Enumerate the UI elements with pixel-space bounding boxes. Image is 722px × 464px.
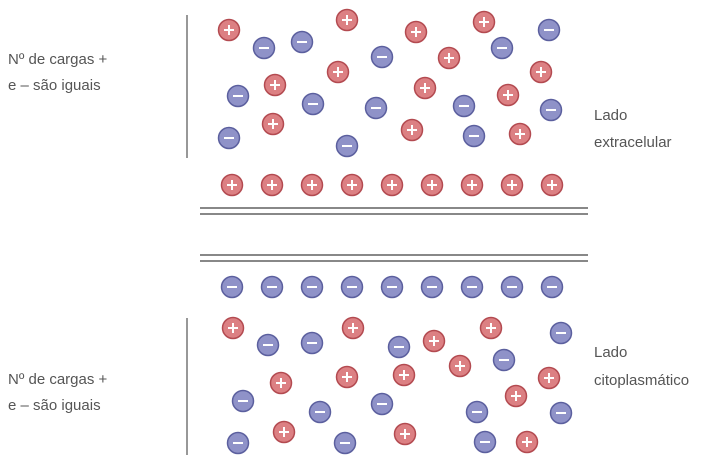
membrane <box>200 208 588 261</box>
side-label: citoplasmático <box>594 372 689 389</box>
note-text: Nº de cargas + <box>8 371 108 388</box>
note-text: e – são iguais <box>8 77 101 94</box>
side-label: Lado <box>594 107 627 124</box>
side-label: extracelular <box>594 134 672 151</box>
side-label: Lado <box>594 344 627 361</box>
note-text: Nº de cargas + <box>8 51 108 68</box>
note-text: e – são iguais <box>8 397 101 414</box>
membrane-diagram: Nº de cargas + e – são iguais Lado extra… <box>0 0 722 464</box>
